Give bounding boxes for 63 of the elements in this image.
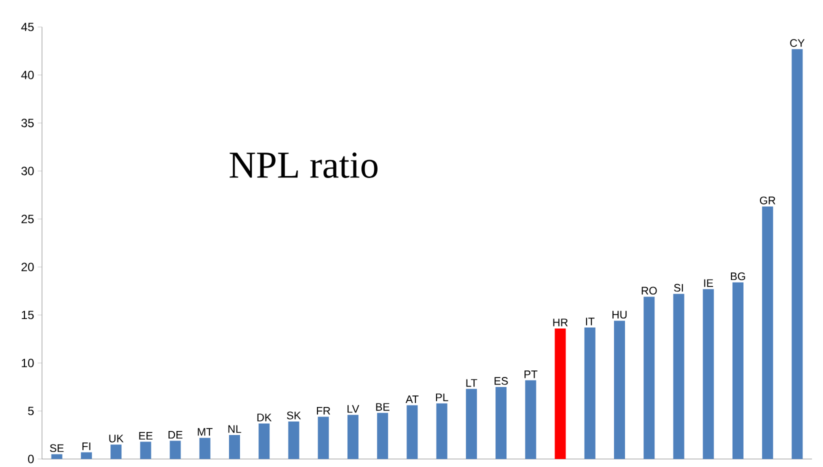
x-tick-label: RO <box>642 286 657 295</box>
bar <box>732 282 744 459</box>
bar <box>554 328 566 459</box>
y-tick-label: 5 <box>28 406 34 416</box>
x-tick-label: PT <box>524 370 538 378</box>
x-tick-label: HU <box>612 310 627 319</box>
x-tick-label: SI <box>674 284 683 292</box>
y-tick-label: 40 <box>21 70 34 80</box>
x-tick-label: IT <box>586 318 595 326</box>
bar <box>318 416 329 459</box>
bar <box>51 454 62 459</box>
x-tick-label: FR <box>316 407 330 415</box>
x-tick-label: BG <box>730 272 746 280</box>
y-tick-label: 25 <box>22 214 34 224</box>
bar <box>436 403 448 459</box>
y-tick-label: 15 <box>22 310 34 320</box>
x-tick-label: SK <box>286 412 301 420</box>
x-tick-label: LT <box>466 379 478 387</box>
bar <box>377 412 388 459</box>
x-tick-label: DE <box>168 431 182 439</box>
bar <box>140 442 152 459</box>
bar <box>288 422 300 459</box>
x-tick-label: PL <box>436 394 448 402</box>
x-tick-label: MT <box>198 428 213 436</box>
bar <box>673 294 684 459</box>
x-tick-label: SE <box>50 444 64 452</box>
x-tick-label: LV <box>348 405 360 413</box>
bar <box>80 452 92 459</box>
bar <box>170 440 181 459</box>
bar <box>406 405 418 459</box>
bar <box>347 414 358 459</box>
x-tick-label: NL <box>228 425 242 433</box>
y-tick-label: 20 <box>22 262 34 272</box>
y-tick-label: 35 <box>21 118 34 128</box>
bar <box>199 438 210 459</box>
x-tick-label: HR <box>553 318 568 326</box>
bar <box>584 327 596 459</box>
x-tick-label: AT <box>406 396 419 404</box>
bar <box>525 380 536 459</box>
x-tick-label: EE <box>139 432 152 440</box>
y-tick-label: 10 <box>22 358 34 368</box>
bar <box>644 296 655 459</box>
x-tick-label: UK <box>109 434 124 442</box>
bar <box>702 289 714 459</box>
bar <box>496 387 507 459</box>
bar <box>258 423 270 459</box>
y-tick-label: 30 <box>21 166 34 176</box>
bar <box>229 435 240 459</box>
x-tick-label: FI <box>82 442 90 450</box>
x-tick-label: IE <box>704 279 714 287</box>
text: NPL ratio <box>230 152 378 178</box>
bar <box>614 320 626 459</box>
x-tick-label: DK <box>257 414 272 422</box>
x-tick-label: CY <box>790 39 805 47</box>
y-tick-label: 45 <box>21 22 34 32</box>
bar <box>792 49 803 459</box>
x-tick-label: GR <box>760 196 776 204</box>
bar <box>762 206 774 459</box>
bar <box>466 388 477 459</box>
x-tick-label: ES <box>494 377 508 385</box>
x-tick-label: BE <box>376 403 390 411</box>
bar <box>110 444 122 459</box>
y-tick-label: 0 <box>28 454 34 464</box>
